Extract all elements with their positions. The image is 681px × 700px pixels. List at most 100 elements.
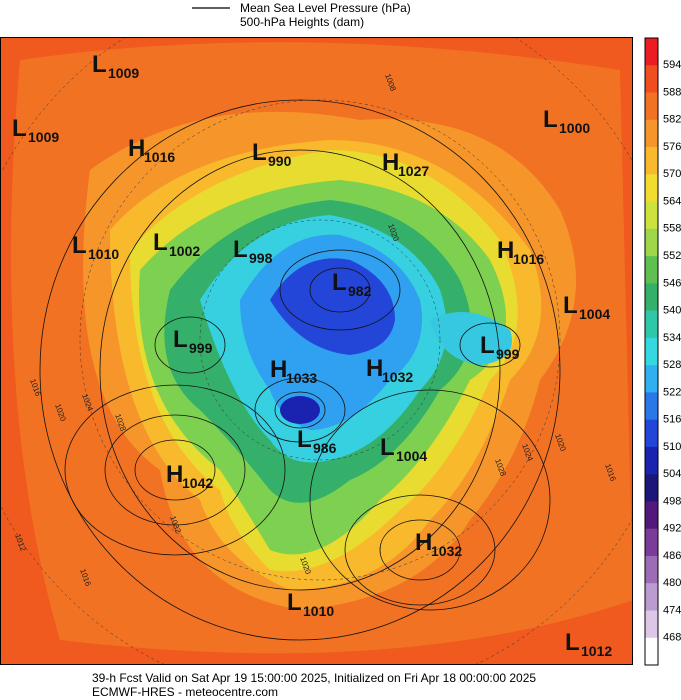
height-band [280, 396, 320, 424]
colorbar-band [645, 419, 658, 448]
center-letter: L [287, 589, 302, 616]
center-letter: H [128, 135, 145, 162]
colorbar-band [645, 392, 658, 420]
height-band [430, 312, 512, 365]
colorbar-label: 540 [663, 305, 681, 317]
colorbar-label: 510 [663, 441, 681, 453]
colorbar-band [645, 174, 658, 202]
colorbar-label: 588 [663, 86, 681, 98]
center-pressure: 1033 [286, 370, 317, 386]
colorbar-label: 504 [663, 468, 681, 480]
center-letter: L [480, 332, 495, 359]
colorbar-label: 474 [663, 604, 681, 616]
center-letter: L [380, 434, 395, 461]
center-letter: H [382, 149, 399, 176]
colorbar-label: 558 [663, 223, 681, 235]
map-frame [0, 37, 633, 665]
center-letter: L [543, 106, 558, 133]
center-pressure: 1010 [88, 246, 119, 262]
center-pressure: 1016 [513, 251, 544, 267]
center-pressure: 986 [313, 440, 337, 456]
center-pressure: 990 [268, 153, 292, 169]
center-pressure: 1012 [581, 643, 612, 659]
center-pressure: 998 [249, 250, 273, 266]
colorbar-band [645, 501, 658, 529]
center-letter: H [166, 461, 183, 488]
colorbar-band [645, 38, 658, 66]
colorbar-band [645, 119, 658, 148]
colorbar-band [645, 446, 658, 475]
colorbar-label: 546 [663, 277, 681, 289]
colorbar-band [645, 228, 658, 257]
colorbar-label: 594 [663, 59, 681, 71]
colorbar-band [645, 92, 658, 121]
colorbar-label: 570 [663, 168, 681, 180]
center-letter: L [72, 232, 87, 259]
colorbar-band [645, 474, 658, 502]
center-letter: H [270, 356, 287, 383]
center-letter: L [563, 292, 578, 319]
center-pressure: 1009 [108, 65, 139, 81]
center-pressure: 1009 [28, 129, 59, 145]
colorbar-band [645, 610, 658, 639]
center-pressure: 1042 [182, 475, 213, 491]
center-pressure: 1027 [398, 163, 429, 179]
colorbar-label: 516 [663, 414, 681, 426]
center-letter: L [297, 426, 312, 453]
colorbar-band [645, 283, 658, 311]
colorbar-label: 492 [663, 523, 681, 535]
center-pressure: 982 [348, 283, 372, 299]
center-pressure: 1004 [396, 448, 427, 464]
colorbar-band [645, 555, 658, 584]
footer-text: ECMWF-HRES - meteocentre.com [92, 685, 278, 699]
colorbar-label: 528 [663, 359, 681, 371]
colorbar-band [645, 256, 658, 284]
colorbar-band [645, 583, 658, 611]
center-letter: L [565, 629, 580, 656]
footer-text: 39-h Fcst Valid on Sat Apr 19 15:00:00 2… [92, 671, 536, 685]
center-pressure: 1032 [431, 543, 462, 559]
center-letter: L [252, 139, 267, 166]
legend-text: Mean Sea Level Pressure (hPa) [240, 1, 411, 15]
center-pressure: 1010 [303, 603, 334, 619]
colorbar-label: 498 [663, 495, 681, 507]
isobars [39, 99, 561, 641]
colorbar-frame [644, 37, 659, 666]
legend-text: 500-hPa Heights (dam) [240, 15, 364, 29]
center-letter: H [415, 529, 432, 556]
colorbar-label: 534 [663, 332, 681, 344]
colorbar-band [645, 528, 658, 557]
center-pressure: 1004 [579, 306, 610, 322]
colorbar-label: 522 [663, 386, 681, 398]
center-pressure: 1002 [169, 243, 200, 259]
center-letter: L [173, 326, 188, 353]
colorbar-band [645, 310, 658, 339]
colorbar-band [645, 337, 658, 366]
center-pressure: 1000 [559, 120, 590, 136]
colorbar-band [645, 65, 658, 93]
colorbar-label: 486 [663, 550, 681, 562]
center-letter: L [332, 269, 347, 296]
colorbar-band [645, 365, 658, 393]
colorbar-label: 468 [663, 632, 681, 644]
center-pressure: 999 [496, 346, 520, 362]
colorbar-label: 480 [663, 577, 681, 589]
center-letter: L [92, 51, 107, 78]
center-pressure: 1032 [382, 369, 413, 385]
colorbar-label: 552 [663, 250, 681, 262]
colorbar-label: 582 [663, 114, 681, 126]
center-pressure: 1016 [144, 149, 175, 165]
colorbar-label: 576 [663, 141, 681, 153]
center-letter: L [153, 229, 168, 256]
colorbar-band [645, 147, 658, 175]
colorbar-band [645, 637, 658, 666]
center-pressure: 999 [189, 340, 213, 356]
height-band [270, 258, 395, 355]
colorbar-band [645, 201, 658, 230]
center-letter: L [233, 236, 248, 263]
center-letter: L [12, 115, 27, 142]
center-letter: H [366, 355, 383, 382]
